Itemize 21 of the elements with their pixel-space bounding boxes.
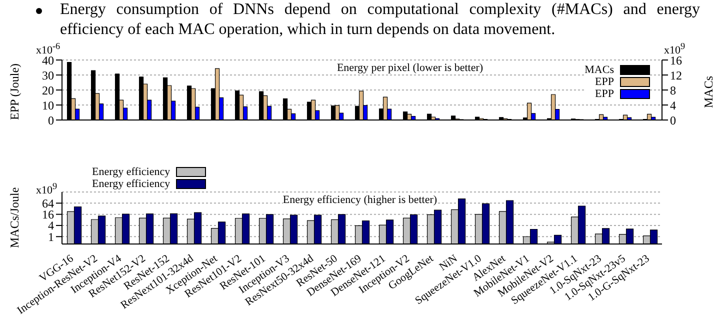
y-tick-label: 20 <box>42 83 54 98</box>
legend-label: EPP <box>595 76 614 88</box>
y-axis-title: MACs/Joule <box>7 187 22 248</box>
y-axis-title: EPP (Joule) <box>7 63 22 120</box>
text: x10$^{9}$ <box>36 180 58 197</box>
legend-label: Energy efficiency <box>92 178 170 190</box>
legend-label: EPP <box>595 88 614 100</box>
y2-tick-label: 0 <box>670 113 676 128</box>
y2-tick-label: 12 <box>670 68 682 82</box>
legend-label: MACs <box>584 64 614 76</box>
y2-tick-label: 4 <box>670 98 676 112</box>
y-tick-label: 64 <box>42 196 54 210</box>
y-tick-label: 0 <box>48 113 54 128</box>
chart-title: Energy per pixel (lower is better) <box>336 62 484 74</box>
chart-title: Energy efficiency (higher is better) <box>282 194 438 206</box>
legend-label: Energy efficiency <box>92 166 170 178</box>
text: Energy consumption of DNNs depend on computational complexity (#MACs) and energy efficiency of each MAC operation, which in turn depends on data movement. <box>60 0 700 40</box>
y-tick-label: 10 <box>42 98 54 112</box>
y2-axis-title: MACs <box>701 76 716 108</box>
y2-tick-label: 8 <box>670 83 676 98</box>
y-tick-label: 30 <box>42 68 54 82</box>
